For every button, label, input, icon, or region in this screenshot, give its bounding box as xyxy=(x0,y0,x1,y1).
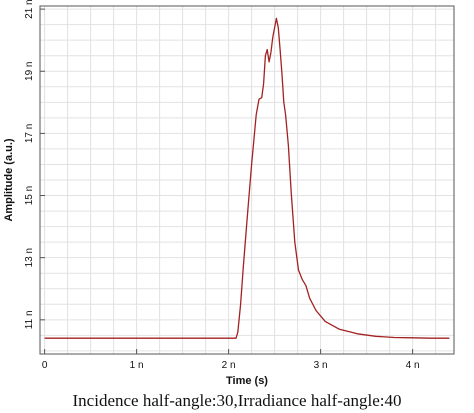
y-axis-ticks: 11 n 13 n 15 n 17 n 19 n 21 n xyxy=(24,0,45,329)
x-axis-label: Time (s) xyxy=(226,375,268,387)
y-tick-label: 15 n xyxy=(24,186,35,205)
grid-lines xyxy=(40,6,454,354)
y-tick-label: 11 n xyxy=(24,310,35,329)
y-axis-label: Amplitude (a.u.) xyxy=(3,138,15,221)
x-tick-label: 2 n xyxy=(222,360,236,371)
series-line xyxy=(44,17,450,339)
y-tick-label: 21 n xyxy=(24,0,35,19)
figure-caption: Incidence half-angle:30,Irradiance half-… xyxy=(72,391,402,410)
x-tick-label: 1 n xyxy=(130,360,144,371)
plot-frame xyxy=(39,5,455,355)
x-axis-ticks: 0 1 n 2 n 3 n 4 n xyxy=(42,349,420,371)
x-tick-label: 0 xyxy=(42,360,48,371)
y-tick-label: 13 n xyxy=(24,248,35,267)
x-tick-label: 4 n xyxy=(406,360,420,371)
x-tick-label: 3 n xyxy=(314,360,328,371)
y-tick-label: 19 n xyxy=(24,62,35,81)
amplitude-time-chart: 0 1 n 2 n 3 n 4 n 11 n 13 n 15 n 17 n 19 n 21 n T… xyxy=(3,0,455,387)
y-tick-label: 17 n xyxy=(24,124,35,143)
